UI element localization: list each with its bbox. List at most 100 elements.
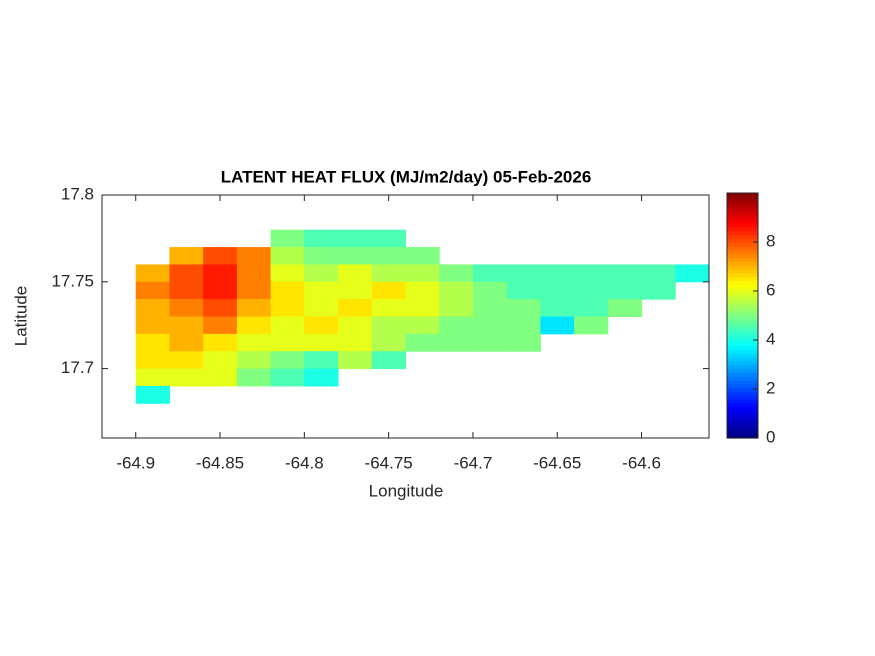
heat-cell [540,281,575,300]
colorbar-step [727,319,758,324]
colorbar-step [727,212,758,217]
heat-cell [506,316,541,335]
x-tick-label: -64.7 [454,453,493,472]
x-tick-label: -64.6 [622,453,661,472]
heat-cell [540,264,575,283]
colorbar-step [727,269,758,274]
heat-cell [338,299,373,317]
heat-cell [236,351,272,370]
heat-cell [304,351,339,370]
heat-cell [270,264,305,283]
heat-cell [169,247,204,265]
heat-cell [203,316,238,335]
colorbar-step [727,196,758,202]
heat-cell [135,299,170,317]
colorbar-step [727,281,758,286]
colorbar-step [727,238,758,244]
heat-cell [405,247,440,265]
colorbar-step [727,415,758,420]
colorbar-step [727,300,758,305]
heat-cell [338,333,373,352]
colorbar-tick-label: 4 [766,329,775,348]
heat-cell [472,299,508,317]
heat-cell [371,264,406,283]
colorbar-step [727,265,758,271]
heat-cell [270,351,305,370]
y-tick-label: 17.7 [61,358,94,377]
colorbar-step [727,219,758,225]
heat-cell [641,281,676,300]
heat-cell [371,247,406,265]
heat-cell [439,264,474,283]
heat-cell [270,247,305,265]
heat-cell [540,316,575,335]
heat-cell [135,368,170,387]
heat-cell [439,281,474,300]
heat-cell [472,264,508,283]
heat-cell [371,333,406,352]
colorbar-step [727,372,758,378]
heat-cell [338,264,373,283]
colorbar-step [727,296,758,301]
x-tick-label: -64.9 [116,453,155,472]
heat-cell [236,333,272,352]
heat-cell [135,281,170,300]
colorbar-step [727,376,758,382]
heat-cell [304,281,339,300]
colorbar-step [727,242,758,248]
colorbar-step [727,346,758,351]
heat-cell [304,316,339,335]
colorbar-step [727,307,758,313]
heat-cell [405,281,440,300]
colorbar-tick-label: 6 [766,280,775,299]
colorbar-step [727,292,758,297]
colorbar-step [727,235,758,240]
colorbar-step [727,380,758,386]
colorbar-step [727,365,758,370]
colorbar-step [727,326,758,332]
heat-cell [371,281,406,300]
heat-cell [203,281,238,300]
heat-cell [405,299,440,317]
heat-cell [169,281,204,300]
heat-cell [338,281,373,300]
colorbar-step [727,284,758,290]
colorbar-box [726,192,759,439]
heat-cell [540,299,575,317]
heat-cell [236,264,272,283]
colorbar-step [727,315,758,320]
colorbar-step [727,273,758,278]
colorbar-step [727,258,758,263]
colorbar-step [727,388,758,393]
colorbar-step [727,361,758,366]
heat-cell [405,333,440,352]
colorbar-step [727,407,758,412]
heat-cell [169,368,204,387]
heat-cell [236,247,272,265]
colorbar-step [727,311,758,317]
x-tick-label: -64.75 [365,453,413,472]
colorbar-tick-label: 2 [766,378,775,397]
heat-cell [338,229,373,248]
heat-cell [203,351,238,370]
heat-cell [506,281,541,300]
heat-cell [371,351,406,370]
x-tick-label: -64.65 [533,453,581,472]
heat-cell [169,333,204,352]
heat-cell [203,368,238,387]
colorbar-step [727,392,758,397]
colorbar-step [727,304,758,309]
colorbar-step [727,357,758,363]
heat-cell [304,368,339,387]
heat-cell [574,281,609,300]
heat-cell [405,316,440,335]
heat-cell [270,281,305,300]
colorbar-step [727,369,758,374]
heat-cell [607,264,643,283]
colorbar-step [727,399,758,405]
colorbar-step [727,323,758,328]
heat-cell [135,316,170,335]
heat-cell [304,333,339,352]
heat-cell [439,299,474,317]
